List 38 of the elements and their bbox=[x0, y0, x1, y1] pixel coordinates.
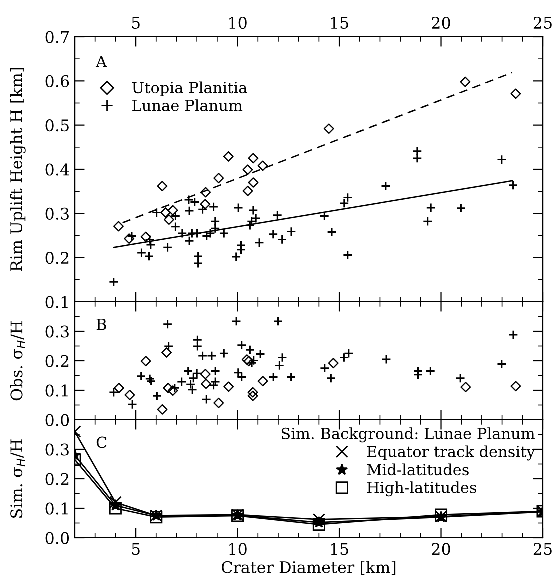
y-tick-label: 0.0 bbox=[46, 414, 70, 426]
y-tick-label: 0.1 bbox=[46, 502, 68, 515]
y-tick-label: 0.1 bbox=[46, 384, 68, 397]
x2-tick-label: 25 bbox=[534, 16, 552, 30]
y-tick-label: 0.3 bbox=[46, 208, 69, 220]
x-tick-label: 5 bbox=[132, 543, 140, 556]
y-tick-label: 0.4 bbox=[46, 164, 70, 176]
annotation: C bbox=[96, 436, 107, 448]
y-tick-label: 0.2 bbox=[46, 473, 69, 486]
y-tick-label: 0.5 bbox=[46, 120, 69, 132]
y-tick-label: 0.0 bbox=[46, 532, 70, 544]
x-tick-label: 25 bbox=[534, 543, 552, 556]
x-tick-label: 20 bbox=[432, 543, 450, 556]
x-axis-title: Crater Diameter [km] bbox=[222, 561, 396, 576]
x2-tick-label: 15 bbox=[331, 16, 348, 30]
y-tick-label: 0.3 bbox=[46, 326, 69, 338]
y-tick-label: 0.2 bbox=[46, 355, 69, 368]
y-tick-label: 0.3 bbox=[46, 444, 69, 456]
legend-label: Mid-latitudes bbox=[367, 464, 469, 476]
y-tick-label: 0.6 bbox=[46, 75, 70, 88]
x-tick-label: 15 bbox=[331, 543, 348, 556]
y-axis-title: Sim. σ$_{H}$/H bbox=[10, 440, 26, 518]
legend-label: Equator track density bbox=[367, 446, 536, 461]
x2-tick-label: 5 bbox=[132, 17, 140, 30]
annotation: B bbox=[96, 318, 106, 330]
y-axis-title: Obs. σ$_{H}$/H bbox=[10, 321, 26, 401]
x2-tick-label: 20 bbox=[432, 16, 450, 30]
x-tick-label: 10 bbox=[230, 543, 247, 556]
y-tick-label: 0.1 bbox=[46, 296, 68, 308]
y-tick-label: 0.2 bbox=[46, 252, 69, 264]
annotation: A bbox=[96, 56, 108, 68]
legend-label: High-latitudes bbox=[367, 482, 476, 497]
x2-tick-label: 10 bbox=[230, 16, 247, 30]
y-axis-title: Rim Uplift Height H [km] bbox=[10, 68, 26, 272]
legend-label: Lunae Planum bbox=[132, 100, 243, 112]
legend-label: Utopia Planitia bbox=[132, 82, 248, 97]
y-tick-label: 0.7 bbox=[46, 31, 69, 44]
legend-title: Sim. Background: Lunae Planum bbox=[282, 428, 535, 443]
